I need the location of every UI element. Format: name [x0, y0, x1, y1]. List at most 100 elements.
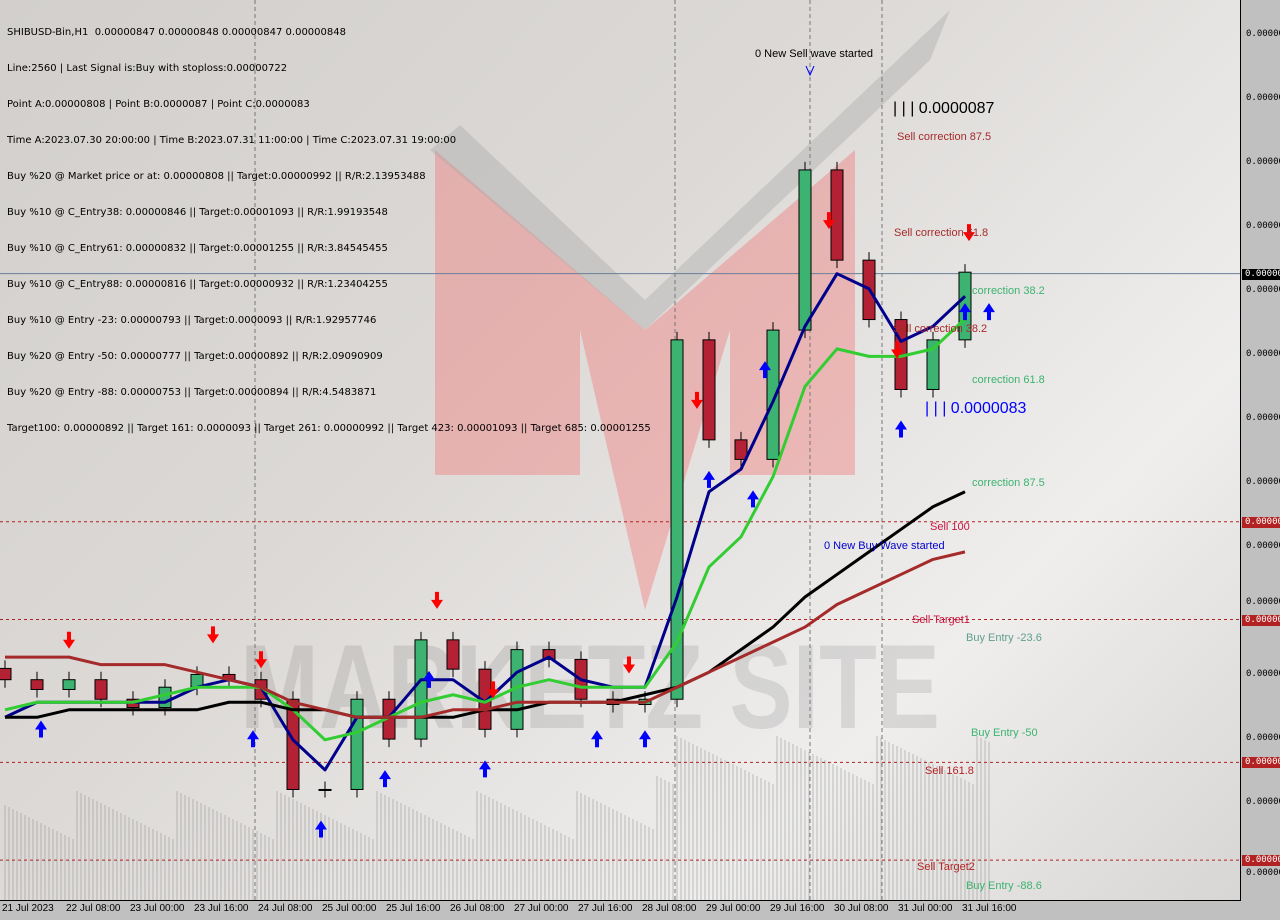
buy-entry-23-label: Buy Entry -23.6 — [966, 632, 1042, 644]
candle — [734, 439, 748, 460]
level-price-badge: 0.00000 — [1242, 516, 1280, 528]
time-tick-label: 23 Jul 00:00 — [130, 903, 185, 914]
candle — [446, 639, 460, 670]
level-price-badge: 0.00000 — [1242, 614, 1280, 626]
watermark-chevron — [430, 10, 950, 330]
candle — [0, 667, 12, 681]
candle — [414, 639, 428, 740]
sell-161-label: Sell 161.8 — [925, 765, 974, 777]
sell-arrow-icon — [891, 341, 903, 359]
correction-38-label: correction 38.2 — [972, 285, 1045, 297]
candle — [798, 169, 812, 331]
sell-correction-61-label: Sell correction 61.8 — [894, 227, 989, 239]
time-tick-label: 27 Jul 16:00 — [578, 903, 633, 914]
sell-correction-87-label: Sell correction 87.5 — [897, 131, 992, 143]
sell-arrow-icon — [823, 212, 835, 230]
buy-arrow-icon — [759, 361, 771, 379]
buy-arrow-icon — [423, 670, 435, 688]
sell-arrow-icon — [691, 391, 703, 409]
buy-arrow-icon — [315, 820, 327, 838]
sell-100-label: Sell 100 — [930, 521, 970, 533]
buy-arrow-icon — [639, 730, 651, 748]
candle — [766, 329, 780, 460]
buy-arrow-icon — [747, 490, 759, 508]
buy-entry-50-label: Buy Entry -50 — [971, 727, 1038, 739]
candle — [30, 679, 44, 690]
buy-arrow-icon — [479, 760, 491, 778]
correction-87-label: correction 87.5 — [972, 477, 1045, 489]
candle — [318, 788, 332, 791]
buy-entry-88-label: Buy Entry -88.6 — [966, 880, 1042, 892]
chart-area[interactable] — [0, 0, 1241, 901]
buy-arrow-icon — [703, 470, 715, 488]
buy-arrow-icon — [895, 420, 907, 438]
buy-arrow-icon — [591, 730, 603, 748]
candle — [830, 169, 844, 261]
time-tick-label: 30 Jul 08:00 — [834, 903, 889, 914]
sell-arrow-icon — [963, 224, 975, 242]
medium-ma-line — [4, 317, 967, 742]
sell-arrow-icon — [431, 591, 443, 609]
info-line-signal: Line:2560 | Last Signal is:Buy with stop… — [7, 63, 288, 74]
price-chart: MARKETZ SITE — [0, 0, 1240, 900]
buy-arrow-icon — [35, 720, 47, 738]
new-buy-wave-label: 0 New Buy Wave started — [824, 540, 945, 552]
candle — [542, 649, 556, 660]
info-line-entry61: Buy %10 @ C_Entry61: 0.00000832 || Targe… — [7, 243, 388, 254]
buy-arrow-icon — [959, 303, 971, 321]
sell-target1-label: Sell Target1 — [912, 614, 970, 626]
info-line-buy-market: Buy %20 @ Market price or at: 0.00000808… — [7, 171, 426, 182]
point-c-label: | | | 0.0000083 — [925, 400, 1027, 417]
info-line-entry-50: Buy %20 @ Entry -50: 0.00000777 || Targe… — [7, 351, 383, 362]
correction-61-label: correction 61.8 — [972, 374, 1045, 386]
new-sell-wave-label: 0 New Sell wave started — [755, 48, 873, 60]
time-tick-label: 29 Jul 00:00 — [706, 903, 761, 914]
time-tick-label: 24 Jul 08:00 — [258, 903, 313, 914]
buy-arrow-icon — [379, 770, 391, 788]
candle — [350, 698, 364, 790]
candle — [94, 679, 108, 700]
candle — [158, 686, 172, 709]
candle — [62, 679, 76, 690]
candle — [670, 339, 684, 700]
sell-arrow-icon — [623, 656, 635, 674]
time-tick-label: 22 Jul 08:00 — [66, 903, 121, 914]
buy-arrow-icon — [983, 303, 995, 321]
sell-arrow-icon — [487, 681, 499, 699]
sell-arrow-icon — [255, 651, 267, 669]
candle — [926, 339, 940, 390]
time-tick-label: 26 Jul 08:00 — [450, 903, 505, 914]
sell-arrow-icon — [63, 631, 75, 649]
sell-arrow-icon — [207, 626, 219, 644]
info-line-times: Time A:2023.07.30 20:00:00 | Time B:2023… — [7, 135, 457, 146]
info-line-points: Point A:0.00000808 | Point B:0.0000087 |… — [7, 99, 310, 110]
level-price-badge: 0.00000 — [1242, 855, 1280, 867]
time-tick-label: 21 Jul 2023 — [2, 903, 54, 914]
info-line-entry-88: Buy %20 @ Entry -88: 0.00000753 || Targe… — [7, 387, 377, 398]
time-tick-label: 28 Jul 08:00 — [642, 903, 697, 914]
watermark-m-shape — [435, 150, 855, 610]
info-line-entry38: Buy %10 @ C_Entry38: 0.00000846 || Targe… — [7, 207, 388, 218]
sell-correction-38-label: Sell correction 38.2 — [893, 323, 988, 335]
buy-arrow-icon — [247, 730, 259, 748]
time-tick-label: 23 Jul 16:00 — [194, 903, 249, 914]
info-line-entry-23: Buy %10 @ Entry -23: 0.00000793 || Targe… — [7, 315, 377, 326]
sell-wave-marker-icon — [805, 65, 815, 77]
long-ma-line — [5, 550, 966, 719]
time-tick-label: 31 Jul 00:00 — [898, 903, 953, 914]
candle — [702, 339, 716, 441]
